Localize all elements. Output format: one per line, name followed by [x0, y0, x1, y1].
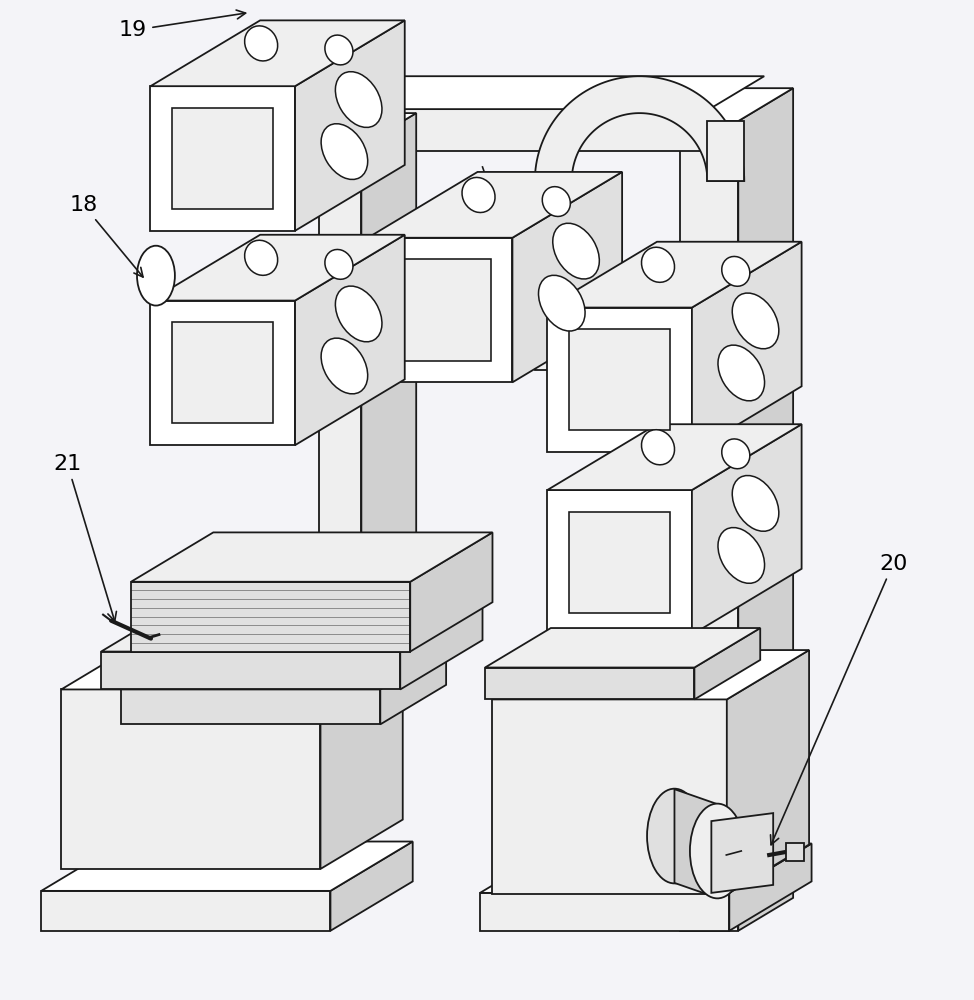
Ellipse shape: [244, 26, 278, 61]
Polygon shape: [681, 88, 793, 121]
Polygon shape: [295, 235, 405, 445]
Polygon shape: [711, 813, 773, 893]
Polygon shape: [674, 789, 717, 898]
Polygon shape: [150, 301, 295, 445]
Polygon shape: [738, 88, 793, 931]
Polygon shape: [131, 582, 410, 652]
Ellipse shape: [244, 240, 278, 275]
Polygon shape: [569, 512, 670, 613]
Ellipse shape: [335, 72, 382, 127]
Polygon shape: [330, 842, 413, 931]
Polygon shape: [480, 844, 811, 893]
Polygon shape: [480, 893, 730, 931]
Polygon shape: [569, 329, 670, 430]
Polygon shape: [707, 121, 744, 181]
Polygon shape: [535, 76, 744, 181]
Polygon shape: [535, 181, 572, 370]
Polygon shape: [319, 146, 361, 640]
Ellipse shape: [732, 476, 779, 531]
Ellipse shape: [539, 275, 585, 331]
Polygon shape: [730, 844, 811, 931]
Polygon shape: [361, 113, 416, 640]
Polygon shape: [547, 242, 802, 308]
Polygon shape: [101, 652, 400, 689]
Ellipse shape: [462, 177, 495, 213]
Ellipse shape: [718, 528, 765, 583]
Polygon shape: [410, 532, 493, 652]
Ellipse shape: [642, 430, 675, 465]
Text: 18: 18: [69, 195, 143, 277]
Ellipse shape: [543, 187, 571, 216]
Polygon shape: [512, 172, 622, 382]
Polygon shape: [485, 668, 694, 699]
Ellipse shape: [137, 246, 175, 306]
Ellipse shape: [325, 249, 353, 279]
Polygon shape: [727, 650, 809, 894]
Polygon shape: [694, 628, 761, 699]
Polygon shape: [61, 640, 402, 689]
Polygon shape: [150, 235, 405, 301]
Polygon shape: [172, 322, 274, 423]
Polygon shape: [172, 108, 274, 209]
Polygon shape: [368, 238, 512, 382]
Polygon shape: [493, 650, 809, 699]
Polygon shape: [681, 121, 738, 931]
Ellipse shape: [690, 804, 745, 898]
Ellipse shape: [321, 124, 368, 179]
Polygon shape: [101, 602, 482, 652]
Polygon shape: [319, 113, 416, 146]
Ellipse shape: [325, 35, 353, 65]
Polygon shape: [271, 76, 765, 109]
Ellipse shape: [335, 286, 382, 342]
Text: 20: 20: [770, 554, 907, 845]
Polygon shape: [41, 842, 413, 891]
Ellipse shape: [718, 345, 765, 401]
Ellipse shape: [642, 247, 675, 282]
Ellipse shape: [722, 256, 750, 286]
Polygon shape: [150, 86, 295, 231]
Ellipse shape: [647, 789, 702, 883]
Polygon shape: [121, 650, 446, 689]
Polygon shape: [485, 628, 761, 668]
Polygon shape: [41, 891, 330, 931]
Polygon shape: [547, 424, 802, 490]
Text: 19: 19: [119, 10, 245, 40]
Ellipse shape: [321, 338, 368, 394]
Polygon shape: [547, 308, 692, 452]
Polygon shape: [368, 172, 622, 238]
Polygon shape: [692, 242, 802, 452]
Polygon shape: [271, 109, 709, 151]
Polygon shape: [547, 490, 692, 635]
Polygon shape: [295, 20, 405, 231]
Polygon shape: [493, 699, 727, 894]
Ellipse shape: [732, 293, 779, 349]
Polygon shape: [121, 689, 380, 724]
Polygon shape: [380, 650, 446, 724]
FancyBboxPatch shape: [786, 843, 805, 861]
Ellipse shape: [722, 439, 750, 469]
Ellipse shape: [553, 223, 599, 279]
Polygon shape: [692, 424, 802, 635]
Polygon shape: [390, 259, 491, 361]
Polygon shape: [61, 689, 320, 869]
Polygon shape: [320, 640, 402, 869]
Polygon shape: [131, 532, 493, 582]
Polygon shape: [150, 20, 405, 86]
Text: 21: 21: [54, 454, 117, 621]
Polygon shape: [400, 602, 482, 689]
